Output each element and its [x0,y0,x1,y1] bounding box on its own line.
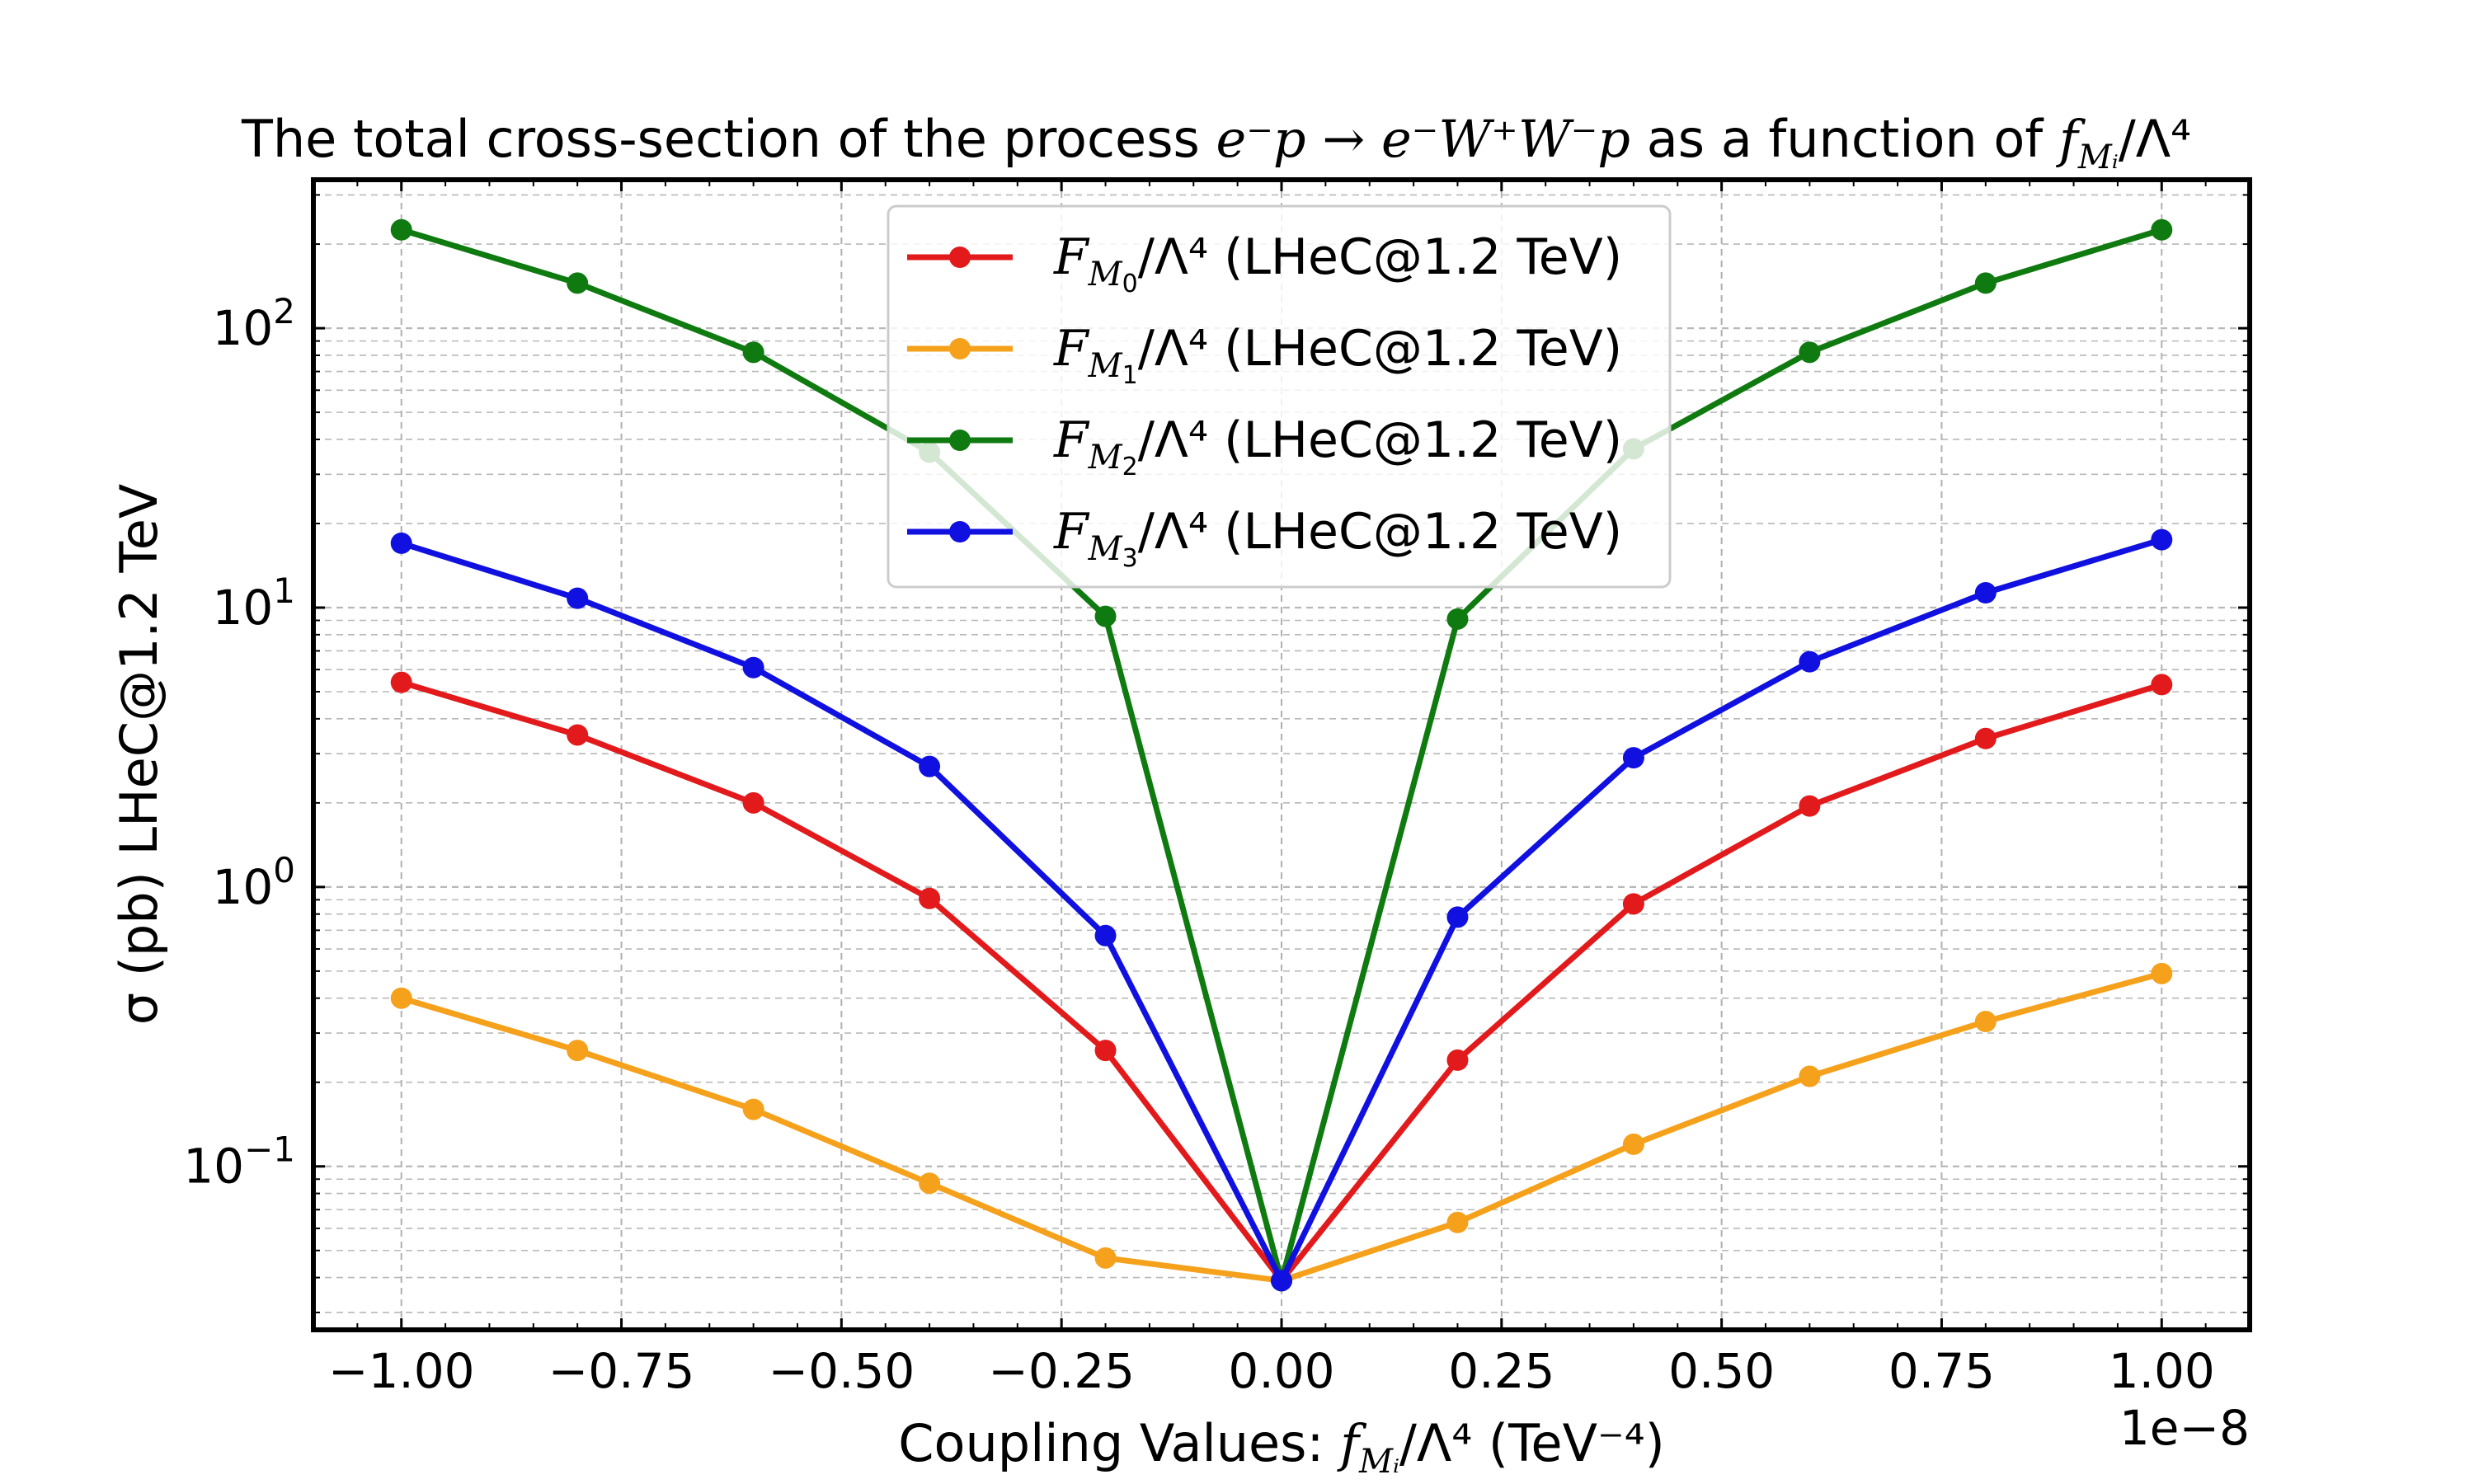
data-point [1094,1247,1117,1269]
x-tick-label: −1.00 [328,1343,475,1399]
x-tick-label: 0.25 [1448,1343,1554,1399]
legend-label: FM3/Λ⁴ (LHeC@1.2 TeV) [1053,503,1622,573]
data-point [1799,1065,1821,1087]
legend-marker [949,521,971,542]
data-point [742,341,764,364]
data-point [742,656,764,679]
data-point [1974,1011,1997,1033]
data-point [919,887,941,909]
tick-layer: −1.00 −0.75 −0.50 −0.25 0.00 0.25 0.50 0.75 1.00… [183,180,2250,1399]
x-tick-label: 1.00 [2109,1343,2215,1399]
x-tick-label: 0.50 [1668,1343,1775,1399]
legend: FM0/Λ⁴ (LHeC@1.2 TeV) FM1/Λ⁴ (LHeC@1.2 Te… [887,204,1672,589]
data-point [1799,341,1821,364]
data-point [390,532,412,554]
x-tick-label: −0.25 [988,1343,1135,1399]
legend-item: FM2/Λ⁴ (LHeC@1.2 TeV) [907,411,1622,481]
legend-item: FM0/Λ⁴ (LHeC@1.2 TeV) [907,228,1622,298]
x-tick-label: 0.00 [1228,1343,1334,1399]
grid-layer [313,180,2250,1330]
data-point [1974,272,1997,294]
y-tick-label: 100 [212,850,295,915]
legend-marker [949,247,971,268]
data-point [1622,747,1644,769]
data-point [2151,218,2173,241]
data-point [1446,906,1469,928]
data-point [2151,674,2173,696]
x-tick-label: 0.75 [1888,1343,1995,1399]
data-point [1622,1133,1644,1155]
data-point [2151,962,2173,984]
y-tick-label: 10−1 [183,1129,295,1195]
data-point [1094,605,1117,627]
y-tick-label: 102 [212,291,295,356]
legend-box [887,204,1672,589]
data-point [567,587,589,609]
data-point [1094,1040,1117,1062]
data-point [390,987,412,1009]
data-point [2151,528,2173,551]
legend-label: FM1/Λ⁴ (LHeC@1.2 TeV) [1053,320,1622,390]
data-point [1799,795,1821,817]
data-point [390,671,412,693]
data-point [1446,608,1469,630]
x-tick-label: −0.75 [548,1343,695,1399]
legend-label: FM2/Λ⁴ (LHeC@1.2 TeV) [1053,411,1622,481]
data-point [567,272,589,294]
legend-marker [949,338,971,359]
data-point [1446,1211,1469,1233]
legend-item: FM3/Λ⁴ (LHeC@1.2 TeV) [907,503,1622,573]
x-offset-text: 1e−8 [2119,1400,2250,1456]
x-tick-label: −0.50 [768,1343,915,1399]
data-point [742,1098,764,1120]
legend-item: FM1/Λ⁴ (LHeC@1.2 TeV) [907,320,1622,390]
chart-title: The total cross-section of the process e… [241,109,2191,176]
data-point [1974,581,1997,603]
data-point [567,1040,589,1062]
series-3 [390,528,2173,1292]
data-point [1446,1049,1469,1071]
legend-marker [949,430,971,451]
series-layer [390,218,2173,1292]
data-point [919,755,941,777]
data-point [742,791,764,814]
data-point [567,724,589,746]
data-point [919,1172,941,1195]
y-tick-label: 101 [212,571,295,636]
data-point [1622,893,1644,915]
data-point [390,218,412,241]
data-point [1094,924,1117,946]
data-point [1271,1270,1292,1292]
y-axis-label: σ (pb) LHeC@1.2 TeV [109,484,169,1026]
legend-label: FM0/Λ⁴ (LHeC@1.2 TeV) [1053,228,1622,298]
data-point [1799,650,1821,673]
x-axis-label: Coupling Values: fMᵢ/Λ⁴ (TeV⁻⁴) [898,1413,1665,1481]
data-point [1974,727,1997,749]
